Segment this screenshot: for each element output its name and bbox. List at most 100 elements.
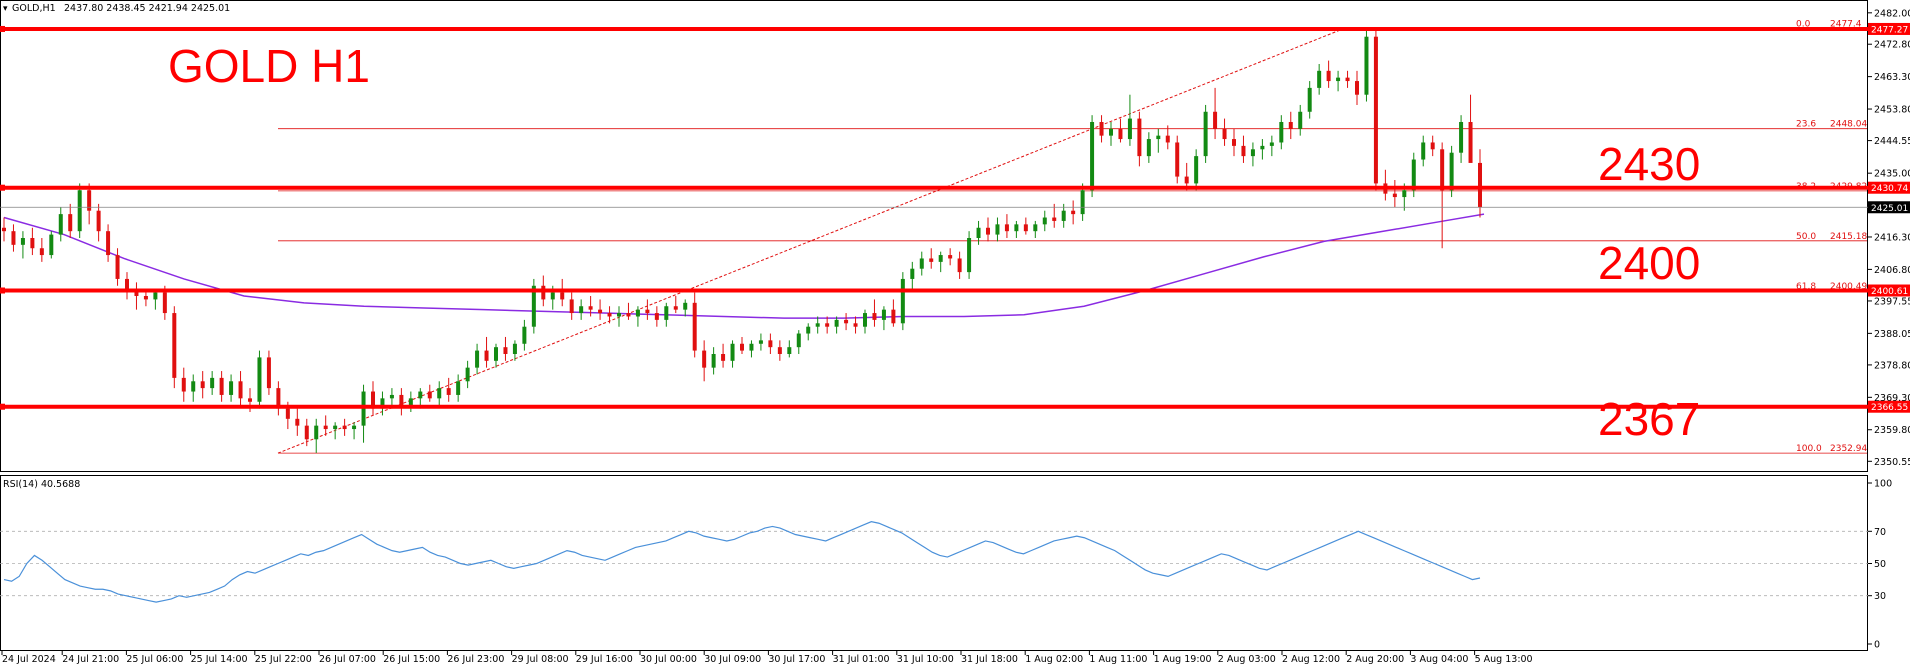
candle-body: [834, 319, 839, 327]
ohlc-readout: 2437.80 2438.45 2421.94 2425.01: [64, 3, 230, 14]
candle-body: [266, 357, 271, 389]
fib-trendline: [277, 28, 1345, 454]
candle-body: [1478, 162, 1482, 208]
candle-body: [143, 296, 148, 300]
candle-body: [1033, 224, 1038, 232]
fib-price-label: 2415.18: [1830, 232, 1867, 242]
time-tick-label: 26 Jul 15:00: [383, 654, 440, 665]
candle-body: [986, 227, 990, 235]
time-tick-label: 26 Jul 07:00: [319, 654, 376, 665]
candle-body: [1288, 122, 1293, 129]
candle-body: [1014, 224, 1019, 232]
time-tick-label: 29 Jul 16:00: [576, 654, 633, 665]
candle-body: [87, 190, 92, 211]
candle-body: [1279, 122, 1284, 143]
candle-body: [654, 313, 659, 320]
price-tick-label: 2463.30: [1874, 72, 1910, 83]
candle-body: [172, 313, 177, 378]
time-tick-label: 25 Jul 22:00: [255, 654, 312, 665]
candle-body: [645, 309, 650, 314]
candle-body: [721, 354, 726, 361]
candle-body: [456, 381, 461, 395]
candle-body: [1203, 111, 1208, 157]
candle-body: [664, 306, 669, 320]
candle-body: [938, 255, 943, 262]
candle-body: [125, 278, 129, 290]
candle-body: [380, 398, 385, 409]
level-marker: [0, 184, 5, 191]
candle-body: [1175, 142, 1180, 177]
candle-body: [1156, 135, 1161, 140]
candle-body: [730, 343, 735, 361]
candle-body: [796, 333, 801, 348]
candle-body: [910, 268, 915, 279]
time-tick-label: 3 Aug 04:00: [1410, 654, 1468, 665]
candle-body: [304, 425, 309, 440]
annotation-2430: 2430: [1598, 138, 1700, 190]
candle-body: [948, 255, 953, 259]
fib-price-label: 2352.94: [1830, 444, 1867, 454]
time-tick-label: 26 Jul 23:00: [447, 654, 504, 665]
candle-body: [58, 214, 63, 235]
candle-body: [995, 224, 1000, 235]
candle-body: [569, 299, 574, 314]
candle-body: [257, 357, 262, 402]
candle-body: [210, 377, 215, 389]
candle-body: [512, 343, 517, 354]
candle-body: [635, 309, 640, 317]
candle-body: [1099, 122, 1104, 136]
candle-body: [1411, 159, 1416, 191]
candle-body: [1061, 210, 1066, 221]
candle-body: [475, 350, 480, 368]
price-tick-label: 2472.80: [1874, 40, 1910, 51]
price-tick-label: 2453.80: [1874, 105, 1910, 116]
candle-body: [1184, 176, 1189, 184]
candle-body: [503, 347, 508, 354]
candle-body: [465, 367, 470, 382]
level-marker: [0, 25, 5, 32]
candle-body: [1421, 142, 1426, 160]
level-marker: [0, 403, 5, 410]
candle-body: [844, 319, 849, 324]
candle-body: [1109, 128, 1113, 136]
candle-body: [248, 398, 252, 402]
candle-body: [1317, 70, 1322, 88]
level-price-tag: [1868, 400, 1910, 413]
candle-body: [740, 343, 744, 351]
candle-body: [1052, 217, 1057, 221]
candle-body: [30, 238, 35, 249]
candle-body: [825, 323, 830, 327]
candle-body: [1118, 128, 1123, 140]
candle-body: [238, 381, 243, 399]
moving-average-layer: [3, 213, 1485, 319]
candle-body: [588, 306, 593, 310]
time-tick-label: 30 Jul 17:00: [768, 654, 825, 665]
candle-body: [115, 255, 120, 279]
candle-body: [1194, 156, 1199, 184]
candle-body: [77, 190, 82, 232]
candle-body: [768, 340, 773, 348]
candle-body: [1090, 122, 1095, 191]
candle-body: [1298, 111, 1303, 129]
annotation-2400: 2400: [1598, 237, 1700, 289]
candle-body: [863, 313, 867, 327]
price-tick-label: 2388.05: [1874, 329, 1910, 340]
annotation-2367: 2367: [1598, 393, 1700, 445]
candle-body: [314, 425, 319, 440]
candle-body: [758, 340, 763, 344]
candle-body: [134, 289, 139, 296]
candle-body: [617, 313, 621, 317]
rsi-tick-label: 50: [1874, 559, 1886, 570]
candle-body: [702, 350, 707, 368]
time-tick-label: 31 Jul 01:00: [833, 654, 890, 665]
candle-body: [342, 425, 347, 430]
candle-body: [891, 309, 896, 324]
candle-body: [1336, 77, 1341, 82]
time-tick-label: 2 Aug 03:00: [1218, 654, 1276, 665]
level-price-tag: [1868, 22, 1910, 35]
candle-body: [229, 381, 234, 395]
candle-body: [162, 292, 167, 314]
candle-body: [276, 388, 281, 409]
candle-body: [1307, 87, 1312, 112]
